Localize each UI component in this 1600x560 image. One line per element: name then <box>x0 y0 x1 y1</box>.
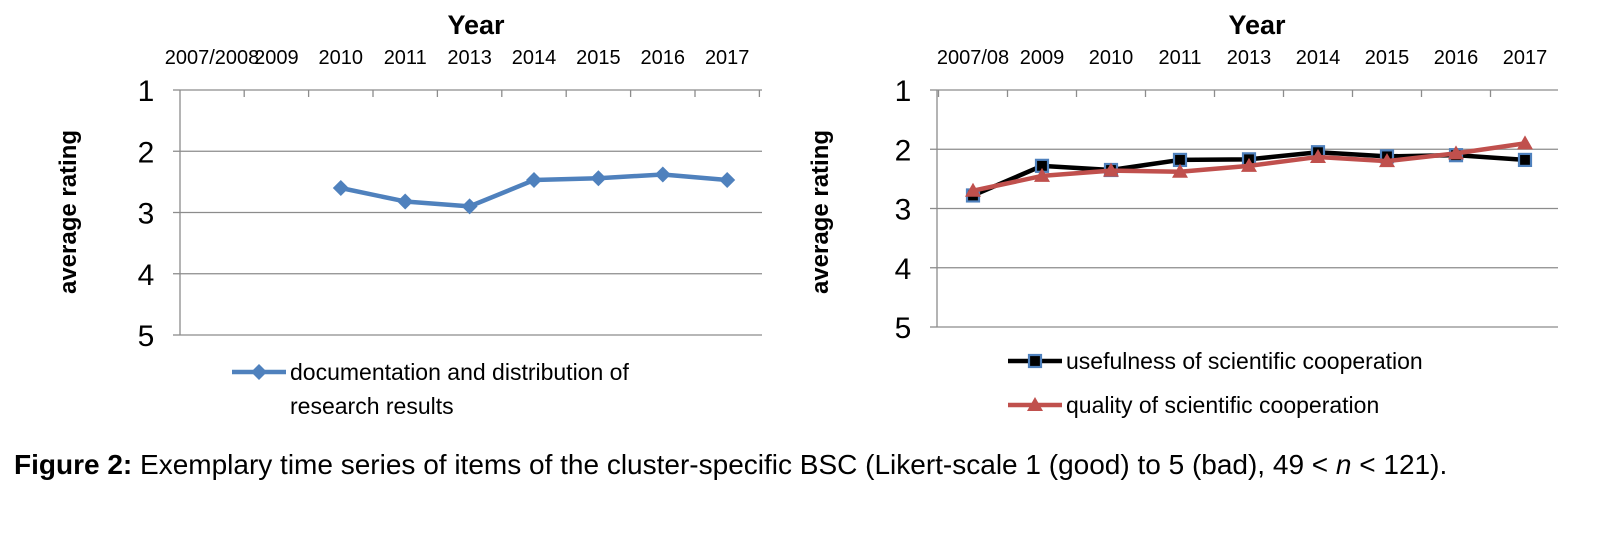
figure-caption: Figure 2: Exemplary time series of items… <box>14 446 1584 484</box>
y-tick-label: 3 <box>895 194 912 227</box>
caption-text: Exemplary time series of items of the cl… <box>132 449 1336 480</box>
x-tick-label: 2009 <box>254 47 299 69</box>
y-axis-title: average rating <box>807 130 834 294</box>
x-tick-label: 2013 <box>1227 47 1272 69</box>
y-tick-label: 2 <box>138 136 155 169</box>
legend-entry: usefulness of scientific cooperation <box>1008 348 1423 374</box>
x-tick-label: 2017 <box>705 47 750 69</box>
y-tick-label: 5 <box>895 312 912 345</box>
caption-text-end: < 121). <box>1351 449 1448 480</box>
chart-2: 1 2 3 4 5 2007/08 2009 2010 2011 2013 2014 2015 2016… <box>807 10 1558 418</box>
series-2 <box>965 135 1533 197</box>
x-tick-label: 2015 <box>1365 47 1410 69</box>
data-point <box>461 198 478 215</box>
x-tick-label: 2007/2008 <box>165 47 260 69</box>
y-tick-label: 1 <box>895 75 912 108</box>
caption-n: n <box>1335 449 1352 480</box>
x-tick-label: 2013 <box>447 47 492 69</box>
x-tick-label: 2010 <box>1089 47 1134 69</box>
legend-label: usefulness of scientific cooperation <box>1066 348 1423 374</box>
x-tick-label: 2017 <box>1503 47 1548 69</box>
y-tick-label: 2 <box>895 134 912 167</box>
data-point <box>719 172 736 189</box>
legend-marker <box>251 364 267 380</box>
legend-label: quality of scientific cooperation <box>1066 392 1379 418</box>
x-tick-label: 2011 <box>384 47 427 69</box>
x-tick-label: 2016 <box>1434 47 1479 69</box>
x-axis-title: Year <box>447 10 505 40</box>
data-point <box>1517 135 1533 150</box>
y-tick-label: 4 <box>138 259 155 292</box>
legend-marker <box>1027 397 1043 411</box>
legend-marker <box>1027 353 1043 369</box>
data-point <box>1103 162 1119 177</box>
x-tick-label: 2016 <box>641 47 686 69</box>
data-point <box>965 182 981 197</box>
x-tick-label: 2015 <box>576 47 621 69</box>
caption-label: Figure 2: <box>14 449 133 480</box>
data-point <box>590 170 607 187</box>
data-point <box>1379 153 1395 168</box>
data-point <box>654 166 671 183</box>
y-axis-title: average rating <box>55 130 82 294</box>
data-point <box>526 172 542 189</box>
x-tick-label: 2014 <box>512 47 557 69</box>
x-tick-label: 2014 <box>1296 47 1341 69</box>
y-tick-label: 3 <box>138 198 155 231</box>
legend-entry: quality of scientific cooperation <box>1008 392 1379 418</box>
legend-entry: documentation and distribution of researc… <box>232 359 629 419</box>
x-tick-label: 2009 <box>1020 47 1065 69</box>
data-point <box>1310 148 1326 163</box>
data-point <box>1034 167 1050 182</box>
data-point <box>332 180 349 196</box>
data-point <box>1448 145 1464 160</box>
y-tick-label: 1 <box>138 75 155 108</box>
legend-label: documentation and distribution of researc… <box>290 359 629 419</box>
data-point <box>1517 152 1533 168</box>
x-axis-title: Year <box>1228 10 1286 40</box>
x-tick-label: 2010 <box>319 47 364 69</box>
x-tick-label: 2007/08 <box>937 47 1009 69</box>
data-point <box>1172 163 1188 178</box>
y-tick-label: 5 <box>138 320 155 353</box>
data-point <box>1241 157 1257 172</box>
x-tick-label: 2011 <box>1158 47 1201 69</box>
data-point <box>397 193 414 210</box>
series-1 <box>332 166 736 215</box>
y-tick-label: 4 <box>895 253 912 286</box>
